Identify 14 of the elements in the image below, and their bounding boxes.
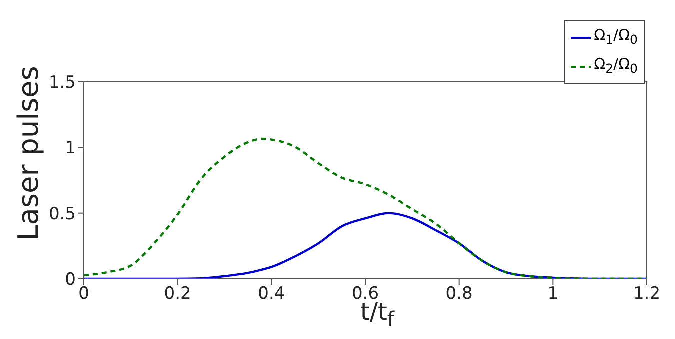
x-tick-label: 1 [548,284,559,304]
y-tick-label: 1.5 [48,73,76,94]
x-tick-label: 1.2 [633,284,661,304]
y-axis-title: Laser pulses [12,66,44,240]
x-tick-label: 0.8 [446,284,473,304]
y-tick-label: 1 [65,138,76,159]
legend-label: Ω$_{1}$/Ω$_{0}$ [594,25,638,49]
y-tick-label: 0 [65,270,76,290]
y-tick-label: 0.5 [48,204,76,224]
x-axis-title: t/t$_{f}$ [360,298,394,331]
legend-label: Ω$_{2}$/Ω$_{0}$ [594,54,638,78]
x-tick-label: 0.2 [164,284,192,304]
x-tick-label: 0.4 [258,284,286,304]
x-tick-label: 0 [78,284,90,304]
